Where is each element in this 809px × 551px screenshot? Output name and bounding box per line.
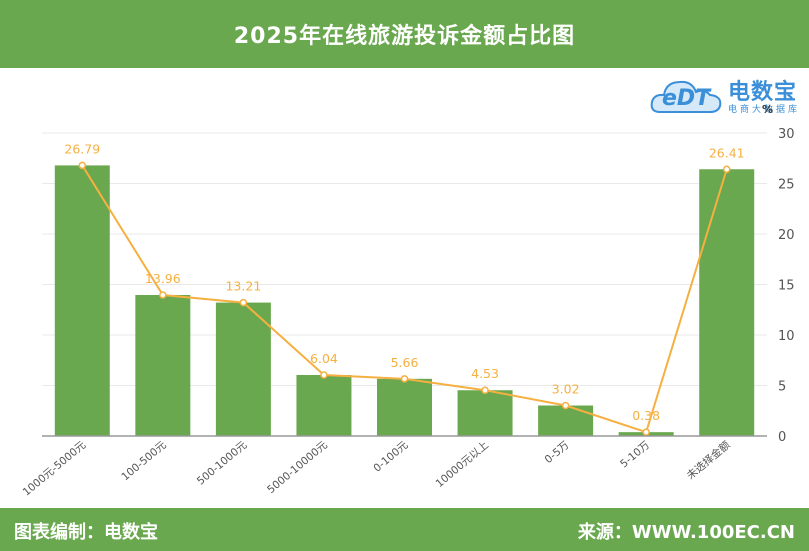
bar (377, 378, 432, 436)
footer-source: 来源：WWW.100EC.CN (577, 522, 795, 543)
x-tick-label: 500-1000元 (195, 439, 250, 488)
data-label: 26.79 (64, 141, 100, 156)
cloud-icon (650, 80, 722, 113)
chart-title: 2025年在线旅游投诉金额占比图 (233, 24, 576, 49)
x-tick-label: 0-5万 (543, 439, 572, 466)
bar (54, 165, 110, 436)
x-tick-label: 1000元-5000元 (21, 439, 89, 499)
x-tick-label: 100-500元 (119, 439, 169, 483)
bar (457, 390, 513, 436)
x-tick-label: 10000元以上 (434, 439, 491, 490)
x-axis: 1000元-5000元 100-500元 500-1000元 5000-10000元 0… (21, 435, 767, 499)
data-label: 5.66 (391, 355, 419, 370)
data-label: 6.04 (310, 351, 338, 366)
chart-footer: 图表编制：电数宝 来源：WWW.100EC.CN (0, 508, 809, 551)
y-tick-label: 25 (778, 178, 795, 193)
y-tick-label: 30 (778, 127, 795, 142)
line-point (481, 386, 489, 394)
bar (135, 295, 191, 436)
logo-name: 电数宝 (728, 80, 798, 105)
bar (538, 405, 594, 436)
logo-mark-text: eDT (662, 86, 711, 111)
chart-header: 2025年在线旅游投诉金额占比图 (0, 0, 809, 68)
x-tick-label: 未选择金额 (684, 438, 733, 482)
data-label: 13.21 (225, 279, 261, 294)
line-point (159, 291, 167, 299)
line-point (642, 428, 650, 436)
y-tick-label: 15 (778, 279, 795, 294)
footer-credit: 图表编制：电数宝 (14, 522, 158, 543)
x-tick-label: 5000-10000元 (265, 439, 330, 496)
line-point (722, 165, 731, 174)
x-tick-label: 0-100元 (371, 439, 411, 475)
y-axis: 0 5 10 15 20 25 30% (762, 103, 795, 445)
data-label: 4.53 (471, 366, 499, 381)
y-tick-label: 5 (778, 380, 786, 395)
line-series (78, 161, 731, 436)
x-tick-label: 5-10万 (618, 439, 652, 470)
bar (699, 169, 755, 436)
data-label: 26.41 (709, 145, 745, 160)
line-point (78, 161, 87, 170)
line-point (400, 375, 409, 383)
bar (296, 374, 352, 436)
logo-subtitle: 电商大数据库 (728, 105, 801, 115)
data-labels: 26.79 13.96 13.21 6.04 5.66 4.53 3.02 0.38 26.41 (64, 141, 744, 423)
line-point (239, 298, 248, 307)
y-tick-label: 10 (778, 329, 795, 344)
data-label: 3.02 (552, 381, 580, 396)
bar (215, 302, 271, 436)
bars (54, 165, 755, 436)
line-point (561, 401, 570, 410)
y-tick-label: 20 (778, 228, 795, 243)
line-point (320, 371, 328, 379)
data-label: 13.96 (145, 271, 181, 286)
brand-logo: eDT 电数宝 电商大数据库 (648, 62, 808, 118)
y-tick-label: 0 (778, 430, 786, 445)
y-unit-label: % (762, 103, 773, 116)
data-label: 0.38 (632, 408, 660, 423)
